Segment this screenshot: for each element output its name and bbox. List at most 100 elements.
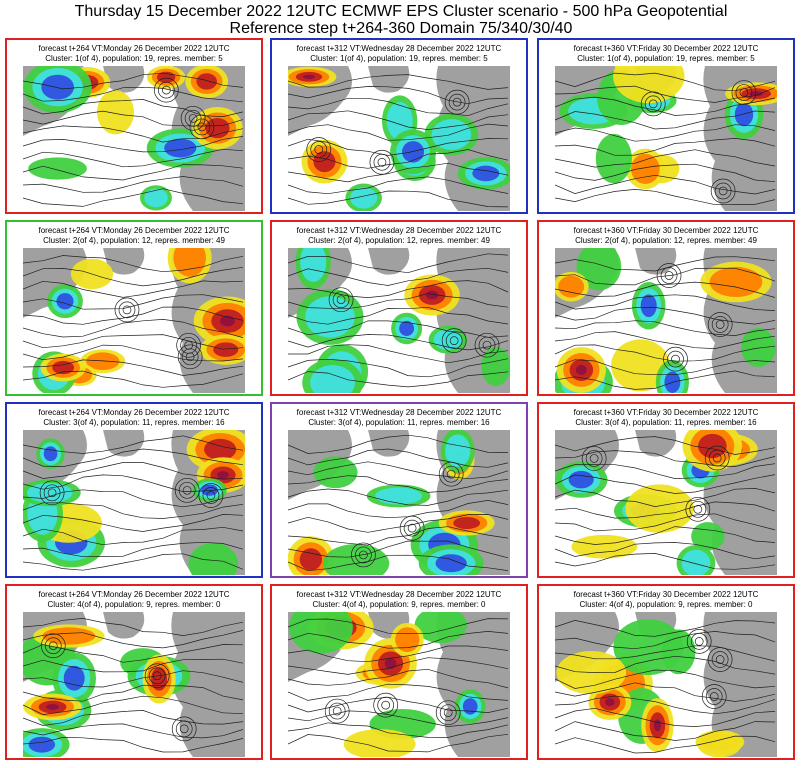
geopotential-contour [288, 358, 509, 378]
low-pressure-ring [443, 708, 453, 718]
geopotential-contour [555, 320, 776, 336]
geopotential-contour [555, 620, 776, 637]
panel-forecast-caption: forecast t+360 VT:Friday 30 December 202… [573, 408, 759, 417]
low-pressure-ring [377, 696, 395, 714]
low-pressure-ring [47, 488, 57, 498]
panel-cluster-caption: Cluster: 4(of 4), population: 9, repres.… [579, 600, 753, 609]
geopotential-contour [23, 344, 244, 362]
low-pressure-ring [144, 663, 170, 689]
geopotential-contour [288, 500, 509, 519]
anomaly-blob [173, 248, 206, 277]
low-pressure-ring [39, 480, 65, 506]
anomaly-blob [302, 74, 316, 80]
geopotential-contour [288, 74, 509, 90]
low-pressure-ring [482, 340, 492, 350]
low-pressure-ring [452, 97, 462, 107]
map-canvas [23, 248, 245, 393]
geopotential-contour [288, 371, 509, 388]
geopotential-contour [555, 542, 776, 560]
geopotential-contour [23, 448, 244, 467]
low-pressure-ring [369, 149, 395, 175]
figure-title: Thursday 15 December 2022 12UTC ECMWF EP… [74, 3, 728, 20]
geopotential-contour [23, 294, 244, 310]
low-pressure-ring [585, 450, 603, 467]
low-pressure-ring [118, 301, 136, 319]
geopotential-contour [23, 462, 244, 480]
geopotential-contour [555, 294, 776, 311]
low-pressure-ring [709, 692, 719, 701]
geopotential-contour [555, 110, 776, 130]
panel-c2-t264: forecast t+264 VT:Monday 26 December 202… [5, 220, 263, 396]
geopotential-contour [288, 176, 509, 195]
anomaly-blob [299, 548, 323, 571]
geopotential-contour [555, 163, 776, 183]
geopotential-contour [288, 448, 509, 468]
geopotential-contour [23, 541, 244, 558]
anomaly-blob [431, 119, 472, 150]
geopotential-contour [555, 436, 776, 455]
anomaly-map [23, 612, 245, 757]
panel-forecast-caption: forecast t+360 VT:Friday 30 December 202… [573, 226, 759, 235]
low-pressure-ring [704, 445, 730, 471]
panel-forecast-caption: forecast t+312 VT:Wednesday 28 December … [296, 408, 502, 417]
panel-cluster-caption: Cluster: 4(of 4), population: 9, repres.… [312, 600, 486, 609]
geopotential-contour [23, 695, 244, 715]
geopotential-contour [555, 370, 776, 390]
low-pressure-ring [446, 469, 456, 479]
geopotential-contour [288, 645, 509, 663]
anomaly-blob [204, 438, 237, 461]
geopotential-contour [555, 501, 776, 519]
panel-cluster-caption: Cluster: 3(of 4), population: 11, repres… [308, 418, 490, 427]
geopotential-contour [288, 722, 509, 738]
geopotential-contour [23, 474, 244, 492]
low-pressure-ring [589, 454, 599, 463]
anomaly-blob [661, 629, 696, 675]
anomaly-blob [681, 549, 711, 575]
low-pressure-ring [731, 80, 757, 105]
geopotential-contour [23, 526, 244, 546]
anomaly-blob [201, 484, 218, 496]
panel-forecast-caption: forecast t+360 VT:Friday 30 December 202… [573, 44, 759, 53]
anomaly-blob [611, 339, 670, 392]
low-pressure-ring [355, 546, 372, 564]
low-pressure-ring [685, 496, 711, 522]
low-pressure-ring [171, 716, 197, 742]
low-pressure-ring [735, 84, 753, 101]
map-canvas [23, 612, 245, 757]
geopotential-contour [23, 188, 244, 207]
low-pressure-ring [189, 114, 215, 140]
low-pressure-ring [176, 332, 201, 358]
low-pressure-ring [153, 77, 179, 103]
geopotential-contour [288, 334, 509, 351]
geopotential-contour [23, 684, 244, 702]
geopotential-contour [555, 331, 776, 349]
panel-c1-t264: forecast t+264 VT:Monday 26 December 202… [5, 38, 263, 214]
anomaly-blob [310, 365, 355, 393]
geopotential-contour [555, 553, 776, 570]
panel-cluster-caption: Cluster: 1(of 4), population: 19, repres… [310, 54, 488, 63]
geopotential-contour [288, 280, 509, 298]
map-canvas [555, 248, 777, 393]
geopotential-contour [555, 655, 776, 675]
anomaly-blob [205, 117, 230, 139]
anomaly-blob [220, 315, 235, 327]
anomaly-blob [188, 542, 239, 575]
geopotential-contour [23, 86, 244, 103]
anomaly-blob [558, 275, 585, 298]
map-canvas [23, 66, 245, 211]
geopotential-contour [288, 683, 509, 701]
low-pressure-ring [306, 137, 332, 162]
anomaly-blob [595, 133, 632, 184]
low-pressure-ring [114, 297, 140, 323]
geopotential-contour [555, 149, 776, 168]
anomaly-blob [399, 320, 415, 337]
low-pressure-ring [711, 316, 729, 333]
low-pressure-ring [705, 688, 723, 705]
geopotential-contour [555, 96, 776, 116]
low-pressure-ring [197, 122, 207, 132]
low-pressure-ring [44, 637, 62, 655]
land-eurasia [171, 612, 245, 757]
geopotential-contour [288, 149, 509, 169]
low-pressure-ring [179, 724, 189, 734]
low-pressure-ring [689, 500, 707, 518]
